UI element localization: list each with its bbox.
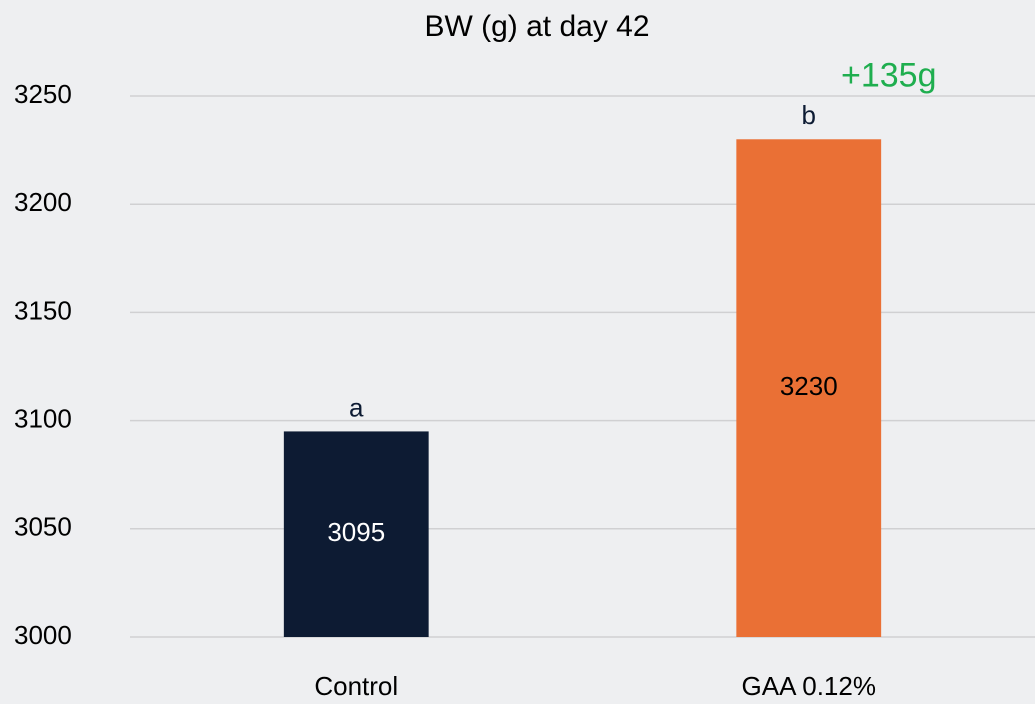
- data-label: 3230: [780, 371, 838, 401]
- chart-title: BW (g) at day 42: [424, 10, 649, 43]
- x-tick-label: GAA 0.12%: [742, 671, 876, 701]
- x-tick-label: Control: [314, 671, 398, 701]
- bar: [736, 139, 882, 637]
- bar: [283, 431, 429, 637]
- significance-letter: b: [802, 100, 816, 130]
- annotation: +135g: [841, 56, 937, 94]
- y-tick-label: 3200: [14, 187, 72, 217]
- y-tick-label: 3150: [14, 295, 72, 325]
- y-tick-label: 3100: [14, 403, 72, 433]
- y-tick-label: 3050: [14, 512, 72, 542]
- data-label: 3095: [327, 517, 385, 547]
- y-tick-label: 3250: [14, 79, 72, 109]
- significance-letter: a: [349, 392, 364, 422]
- y-tick-label: 3000: [14, 620, 72, 650]
